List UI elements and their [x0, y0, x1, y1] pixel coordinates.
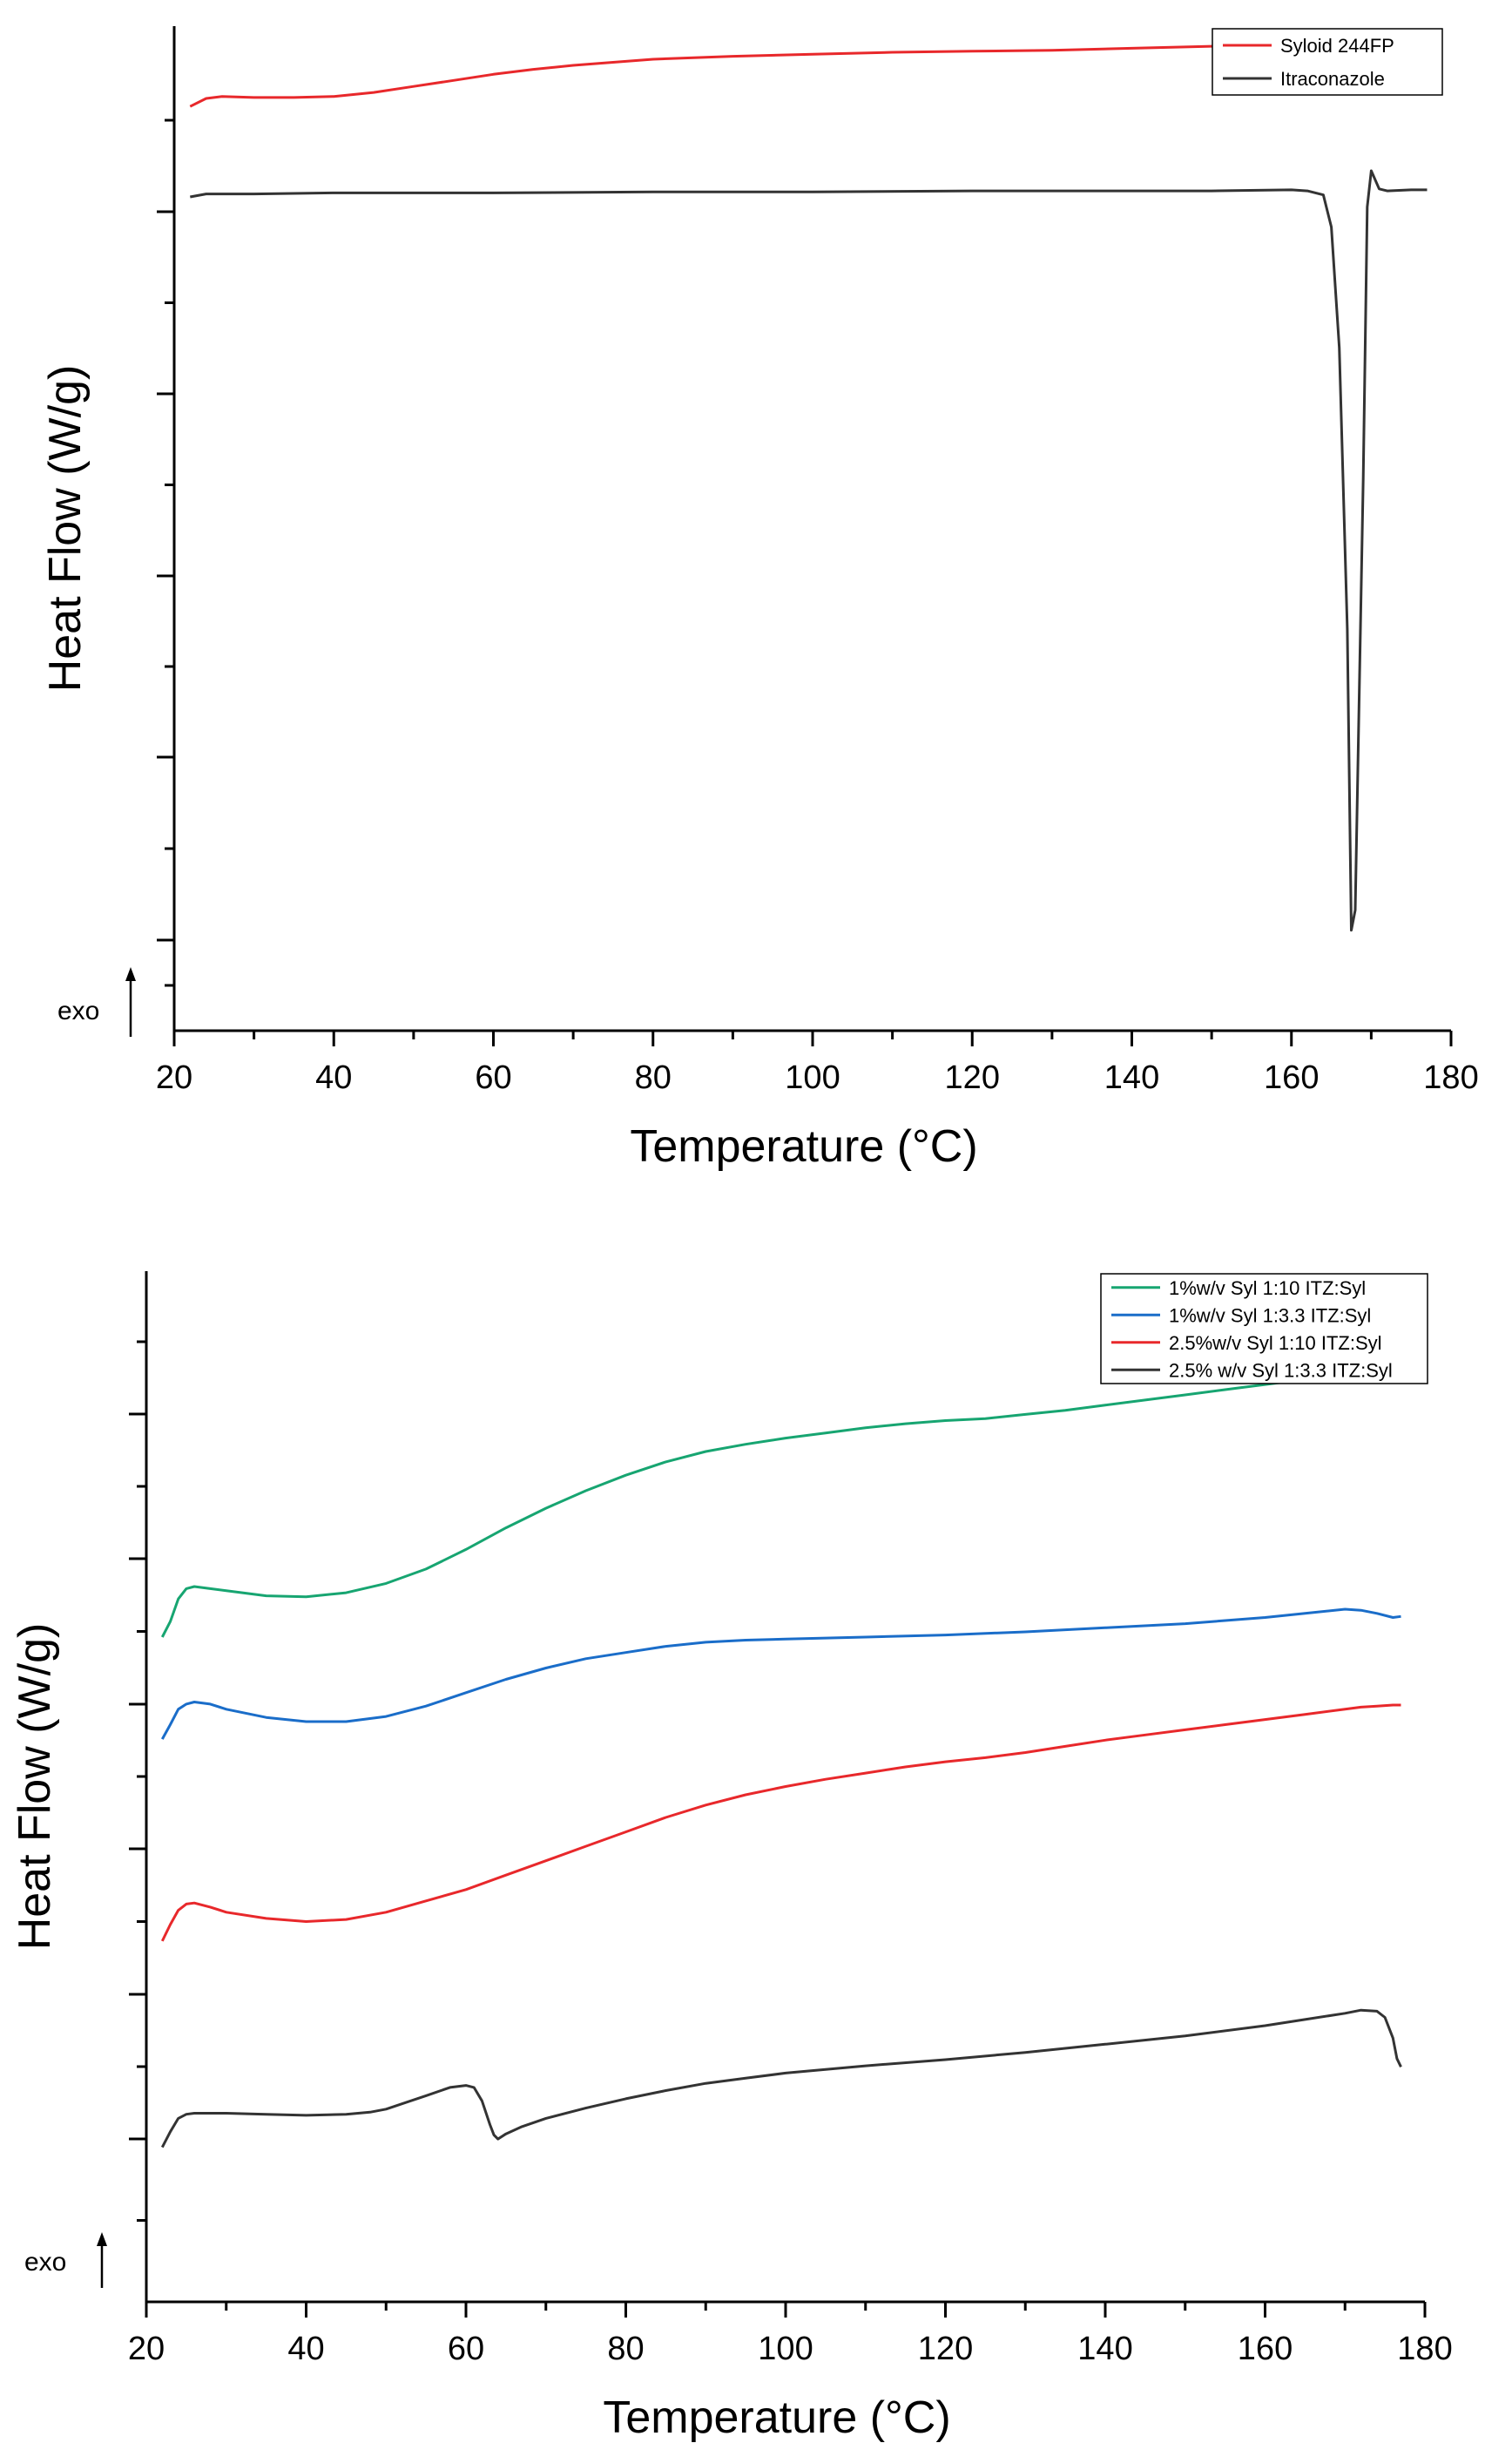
- exo-annotation: exo: [24, 2248, 66, 2277]
- axes: 20 40 60 80 100 120 140 160 180: [128, 1271, 1453, 2367]
- x-tick-label: 180: [1397, 2331, 1452, 2367]
- series-line-3: [160, 1703, 1401, 1942]
- exo-annotation: exo: [57, 997, 99, 1025]
- legend-label: Itraconazole: [1280, 68, 1385, 90]
- exo-arrow-head: [97, 2232, 107, 2246]
- x-tick-label: 100: [785, 1059, 840, 1096]
- series-line-4: [160, 2008, 1402, 2149]
- x-tick-label: 60: [475, 1059, 511, 1096]
- legend-label: 2.5% w/v Syl 1:3.3 ITZ:Syl: [1169, 1359, 1393, 1381]
- series-line-1: [189, 40, 1428, 108]
- y-axis-title: Heat Flow (W/g): [40, 365, 91, 693]
- x-tick-label: 40: [287, 2331, 324, 2367]
- x-tick-label: 100: [758, 2331, 813, 2367]
- x-tick-label: 140: [1104, 1059, 1159, 1096]
- x-axis-title: Temperature (°C): [603, 2392, 950, 2443]
- legend-label: 1%w/v Syl 1:3.3 ITZ:Syl: [1169, 1304, 1371, 1326]
- y-axis-title: Heat Flow (W/g): [10, 1623, 60, 1951]
- legend: Syloid 244FP Itraconazole: [1212, 28, 1443, 96]
- x-tick-label: 180: [1423, 1059, 1478, 1096]
- legend: 1%w/v Syl 1:10 ITZ:Syl 1%w/v Syl 1:3.3 IT…: [1100, 1273, 1428, 1384]
- chart-2: 20 40 60 80 100 120 140 160 180 Temperature (°C) H…: [10, 1271, 1453, 2443]
- x-tick-label: 20: [156, 1059, 192, 1096]
- series-line-1: [160, 1364, 1401, 1638]
- legend-label: 1%w/v Syl 1:10 ITZ:Syl: [1169, 1277, 1366, 1299]
- exo-arrow-head: [125, 967, 136, 981]
- axes: 20 40 60 80 100 120 140 160 180: [156, 26, 1479, 1096]
- series-line-2: [160, 1607, 1401, 1740]
- x-axis-title: Temperature (°C): [630, 1121, 977, 1172]
- x-tick-label: 60: [448, 2331, 484, 2367]
- legend-box: [1212, 28, 1443, 96]
- chart-1: 20 40 60 80 100 120 140 160 180 Temperature (°C) H…: [40, 26, 1479, 1172]
- x-tick-label: 20: [128, 2331, 165, 2367]
- legend-label: Syloid 244FP: [1280, 35, 1394, 57]
- x-tick-label: 160: [1238, 2331, 1293, 2367]
- x-tick-label: 80: [635, 1059, 672, 1096]
- series-line-2: [190, 169, 1428, 932]
- legend-label: 2.5%w/v Syl 1:10 ITZ:Syl: [1169, 1332, 1382, 1354]
- x-tick-label: 80: [607, 2331, 644, 2367]
- x-tick-label: 120: [918, 2331, 973, 2367]
- x-tick-label: 40: [315, 1059, 352, 1096]
- x-tick-label: 120: [945, 1059, 1000, 1096]
- x-tick-label: 160: [1264, 1059, 1319, 1096]
- legend-box: [1100, 1273, 1428, 1384]
- x-tick-label: 140: [1077, 2331, 1132, 2367]
